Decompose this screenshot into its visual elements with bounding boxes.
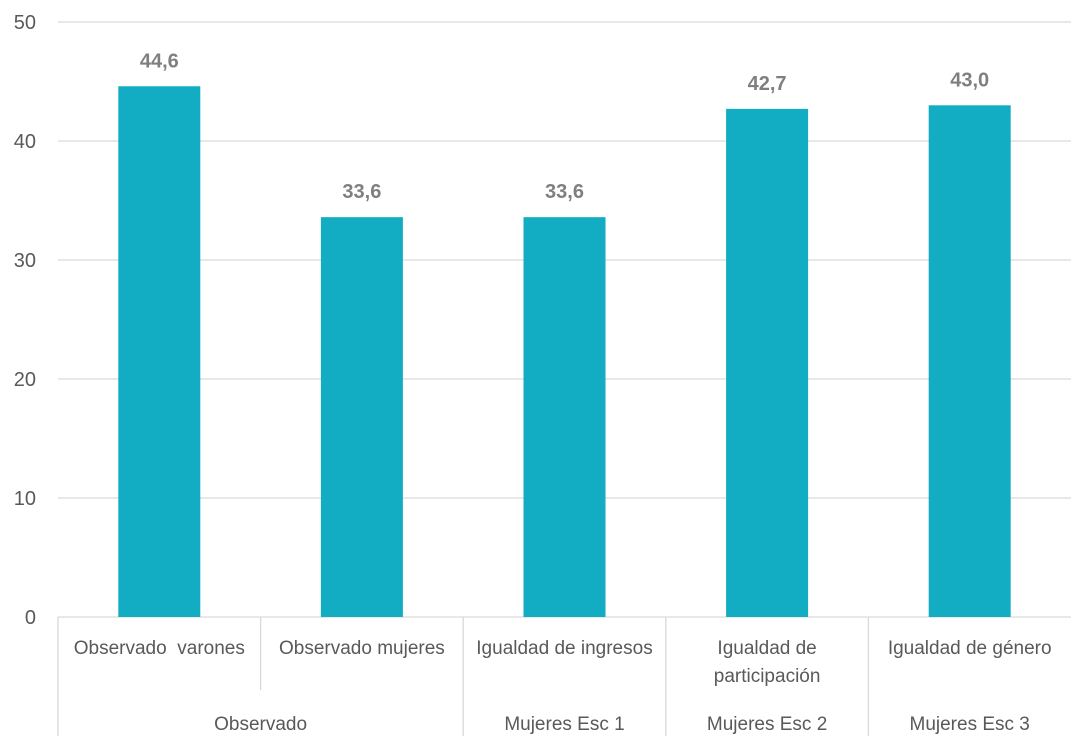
x-tick-label: Igualdad de ingresos xyxy=(476,638,652,659)
x-tick-label: Observado mujeres xyxy=(279,638,445,659)
group-label: Observado xyxy=(214,714,307,735)
group-label: Mujeres Esc 2 xyxy=(707,714,827,735)
y-tick-label: 10 xyxy=(14,488,36,510)
bar xyxy=(118,86,201,617)
bar xyxy=(320,217,403,617)
data-label: 43,0 xyxy=(950,69,989,91)
data-label: 42,7 xyxy=(748,73,787,95)
x-tick-label: Observado varones xyxy=(74,638,245,659)
data-label: 33,6 xyxy=(342,181,381,203)
x-tick-label: Igualdad de género xyxy=(888,638,1052,659)
y-tick-label: 50 xyxy=(14,12,36,34)
bar xyxy=(523,217,606,617)
y-tick-label: 40 xyxy=(14,131,36,153)
group-label: Mujeres Esc 3 xyxy=(910,714,1030,735)
bar xyxy=(726,108,809,618)
group-label: Mujeres Esc 1 xyxy=(504,714,624,735)
bar xyxy=(928,105,1011,618)
data-label: 33,6 xyxy=(545,181,584,203)
data-label: 44,6 xyxy=(140,50,179,72)
x-tick-label: Igualdad de xyxy=(717,638,816,659)
y-tick-label: 20 xyxy=(14,369,36,391)
y-tick-label: 30 xyxy=(14,250,36,272)
x-tick-label: participación xyxy=(714,666,821,687)
y-tick-label: 0 xyxy=(25,607,36,629)
